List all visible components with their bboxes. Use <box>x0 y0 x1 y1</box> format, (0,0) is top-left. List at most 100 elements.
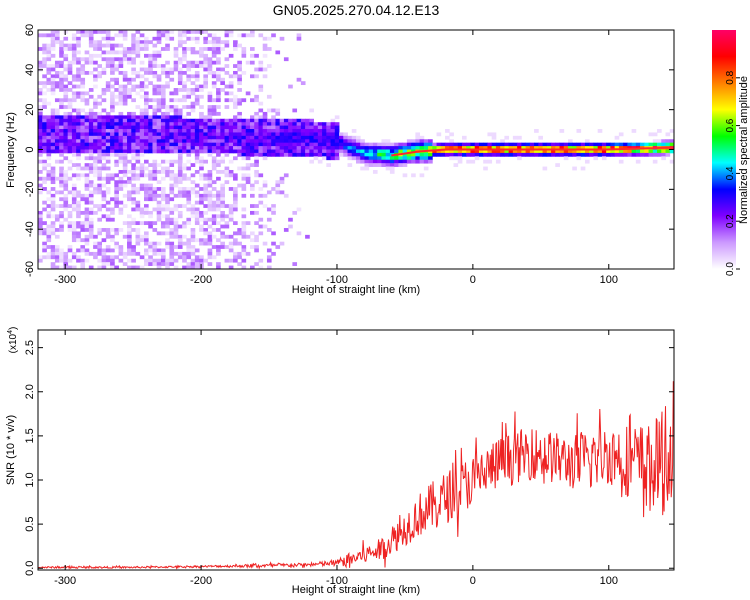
spectrogram-cell <box>173 108 179 113</box>
spectrogram-cell <box>59 74 64 79</box>
spectrogram-cell <box>211 142 217 147</box>
spectrogram-cell <box>262 53 268 58</box>
spectrogram-cell <box>135 146 141 150</box>
spectrogram-cell <box>152 132 158 137</box>
spectrogram-cell <box>63 67 69 72</box>
spectrogram-cell <box>254 118 259 123</box>
spectrogram-cell <box>127 77 132 82</box>
spectrogram-cell <box>296 149 302 154</box>
spectrogram-cell <box>250 231 255 236</box>
spectrogram-cell <box>211 217 217 222</box>
spectrogram-cell <box>67 125 73 130</box>
spectrogram-cell <box>50 214 56 219</box>
spectrogram-cell <box>182 64 187 68</box>
spectrogram-cell <box>233 115 238 120</box>
spectrogram-cell <box>258 118 264 123</box>
spectrogram-cell <box>199 173 204 178</box>
spectrogram-cell <box>220 135 225 140</box>
spectrogram-cell <box>610 142 616 147</box>
spectrogram-cell <box>194 265 200 270</box>
spectrogram-cell <box>54 217 60 222</box>
spectrogram-cell <box>50 193 56 198</box>
spectrogram-cell <box>428 146 433 150</box>
spectrogram-cell <box>203 241 208 246</box>
spectrogram-cell <box>88 166 94 171</box>
spectrogram-cell <box>432 152 437 157</box>
spectrogram-cell <box>118 228 124 232</box>
spectrogram-cell <box>160 30 166 34</box>
spectrogram-cell <box>110 47 115 51</box>
spectrogram-cell <box>203 125 208 130</box>
spectrogram-cell <box>466 142 471 147</box>
spectrogram-cell <box>118 210 124 215</box>
spectrogram-cell <box>63 111 69 116</box>
spectrogram-cell <box>250 53 255 58</box>
spectrogram-cell <box>84 125 90 130</box>
spectrogram-cell <box>296 125 302 130</box>
spectrogram-cell <box>288 84 293 89</box>
spectrogram-cell <box>59 129 64 133</box>
spectrogram-cell <box>300 129 306 133</box>
spectrogram-cell <box>207 146 213 150</box>
spectrogram-cell <box>135 74 141 79</box>
spectrogram-cell <box>71 231 77 236</box>
spectrogram-cell <box>67 210 73 215</box>
x-tick-label: 100 <box>600 274 618 286</box>
snr-border <box>37 329 675 571</box>
spectrogram-cell <box>194 125 200 130</box>
spectrogram-cell <box>453 152 459 157</box>
colorbar-tick-label: 0.4 <box>725 166 736 180</box>
spectrogram-cell <box>334 132 340 137</box>
spectrogram-cell <box>271 122 276 126</box>
spectrogram-cell <box>152 190 158 195</box>
spectrogram-cell <box>631 142 637 147</box>
spectrogram-cell <box>368 159 374 164</box>
spectrogram-cell <box>139 43 145 48</box>
spectrogram-cell <box>610 152 616 157</box>
spectrogram-cell <box>122 50 128 55</box>
spectrogram-cell <box>46 190 52 195</box>
spectrogram-cell <box>245 139 251 144</box>
spectrogram-cell <box>177 163 183 167</box>
spectrogram-cell <box>84 221 90 226</box>
spectrogram-cell <box>135 43 141 48</box>
spectrogram-cell <box>237 60 242 65</box>
y-tick-label: 60 <box>24 24 36 36</box>
spectrogram-cell <box>512 142 518 147</box>
spectrogram-cell <box>186 122 192 126</box>
spectrogram-cell <box>250 245 255 249</box>
spectrogram-cell <box>59 146 64 150</box>
spectrogram-cell <box>84 200 90 205</box>
spectrogram-cell <box>54 81 60 86</box>
spectrogram-cell <box>262 180 268 185</box>
spectrogram-cell <box>38 122 43 126</box>
spectrogram-cell <box>139 60 145 65</box>
spectrogram-cell <box>190 163 196 167</box>
spectrogram-cell <box>199 135 204 140</box>
spectrogram-cell <box>266 217 272 222</box>
spectrogram-cell <box>186 190 192 195</box>
spectrogram-cell <box>372 152 378 157</box>
spectrogram-cell <box>97 115 102 120</box>
spectrogram-cell <box>330 146 336 150</box>
spectrogram-cell <box>504 146 510 150</box>
spectrogram-cell <box>309 118 314 123</box>
spectrogram-cell <box>76 221 81 226</box>
spectrogram-cell <box>432 146 437 150</box>
spectrogram-cell <box>529 142 535 147</box>
spectrogram-cell <box>216 105 221 109</box>
spectrogram-cell <box>76 176 81 181</box>
spectrogram-cell <box>165 193 170 198</box>
y-tick-label: 0.0 <box>24 561 36 576</box>
spectrogram-cell <box>169 129 175 133</box>
spectrogram-cell <box>271 231 276 236</box>
spectrogram-cell <box>182 146 187 150</box>
spectrogram-cell <box>54 33 60 38</box>
spectrogram-cell <box>71 234 77 239</box>
spectrogram-cell <box>84 228 90 232</box>
spectrogram-cell <box>127 159 132 164</box>
spectrogram-cell <box>63 251 69 256</box>
spectrogram-cell <box>207 57 213 62</box>
spectrogram-cell <box>54 204 60 208</box>
